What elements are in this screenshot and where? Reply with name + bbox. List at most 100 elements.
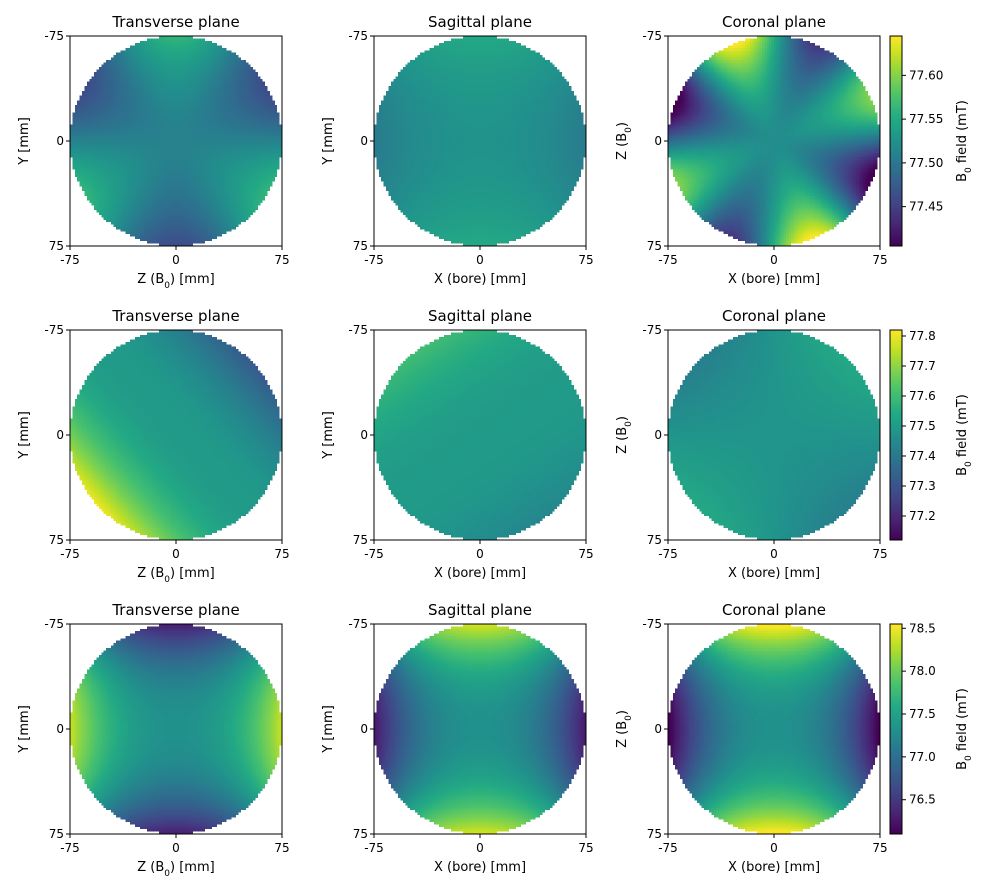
x-tick-label: 0 — [172, 841, 180, 855]
y-tick-label: 75 — [353, 533, 368, 547]
y-axis-label: Y [mm] — [17, 411, 32, 460]
y-tick-label: 0 — [56, 428, 64, 442]
heatmap-image — [374, 36, 586, 246]
x-tick-label: -75 — [60, 253, 80, 267]
colorbar-tick-label: 78.5 — [909, 621, 936, 635]
colorbar-strip — [889, 329, 903, 541]
y-tick-label: -75 — [44, 29, 64, 43]
plot-title: Sagittal plane — [428, 13, 532, 31]
colorbar-tick-label: 77.55 — [909, 112, 943, 126]
colorbar-label: B0 field (mT) — [955, 688, 974, 770]
y-tick-label: 75 — [353, 239, 368, 253]
y-axis-label: Z (B0) — [615, 416, 634, 454]
y-tick-label: -75 — [44, 617, 64, 631]
y-tick-label: -75 — [642, 323, 662, 337]
colorbar-tick-label: 77.45 — [909, 200, 943, 214]
colorbar-tick-label: 77.50 — [909, 156, 943, 170]
x-tick-label: 75 — [274, 841, 289, 855]
colorbar: 77.45 77.50 77.55 77.60 B0 field (mT) — [889, 35, 974, 247]
y-tick-label: 0 — [360, 722, 368, 736]
x-axis-label: X (bore) [mm] — [728, 860, 820, 875]
plot-title: Sagittal plane — [428, 307, 532, 325]
x-tick-label: 75 — [872, 841, 887, 855]
y-tick-label: 0 — [360, 428, 368, 442]
x-tick-label: 75 — [274, 253, 289, 267]
colorbar-tick-label: 77.7 — [909, 359, 936, 373]
colorbar-tick-label: 77.5 — [909, 419, 936, 433]
x-tick-label: -75 — [658, 253, 678, 267]
x-tick-label: 75 — [274, 547, 289, 561]
y-axis-label: Y [mm] — [321, 705, 336, 754]
x-tick-label: 0 — [172, 253, 180, 267]
y-tick-label: -75 — [642, 29, 662, 43]
x-axis-label: X (bore) [mm] — [728, 566, 820, 581]
y-tick-label: 75 — [647, 239, 662, 253]
colorbar-label: B0 field (mT) — [955, 100, 974, 182]
y-tick-label: 0 — [56, 722, 64, 736]
colorbar-label: B0 field (mT) — [955, 394, 974, 476]
y-tick-label: 75 — [647, 533, 662, 547]
colorbar-tick-label: 77.5 — [909, 707, 936, 721]
y-tick-label: 0 — [654, 428, 662, 442]
x-axis-label: Z (B0) [mm] — [137, 860, 214, 879]
y-tick-label: -75 — [44, 323, 64, 337]
heatmap-image — [668, 624, 880, 834]
plot-title: Transverse plane — [111, 601, 239, 619]
heatmap-image — [374, 330, 586, 540]
x-tick-label: 75 — [872, 547, 887, 561]
colorbar-strip — [889, 623, 903, 835]
x-axis-label: Z (B0) [mm] — [137, 566, 214, 585]
y-tick-label: 75 — [49, 827, 64, 841]
y-tick-label: -75 — [348, 617, 368, 631]
y-tick-label: 0 — [654, 722, 662, 736]
y-tick-label: -75 — [642, 617, 662, 631]
x-tick-label: 0 — [172, 547, 180, 561]
x-tick-label: -75 — [658, 841, 678, 855]
y-tick-label: 75 — [49, 239, 64, 253]
y-tick-label: 0 — [56, 134, 64, 148]
x-axis-label: Z (B0) [mm] — [137, 272, 214, 291]
y-axis-label: Z (B0) — [615, 122, 634, 160]
colorbar-tick-label: 77.60 — [909, 68, 943, 82]
y-tick-label: 75 — [353, 827, 368, 841]
x-axis-label: X (bore) [mm] — [434, 566, 526, 581]
x-tick-label: 0 — [770, 841, 778, 855]
y-tick-label: 75 — [49, 533, 64, 547]
heatmap-image — [668, 36, 880, 246]
y-axis-label: Y [mm] — [321, 117, 336, 166]
x-tick-label: -75 — [60, 547, 80, 561]
colorbar-strip — [889, 35, 903, 247]
plot-title: Coronal plane — [722, 13, 826, 31]
x-tick-label: 75 — [872, 253, 887, 267]
x-axis-label: X (bore) [mm] — [434, 860, 526, 875]
heatmap-image — [70, 36, 282, 246]
y-tick-label: 0 — [654, 134, 662, 148]
x-axis-label: X (bore) [mm] — [728, 272, 820, 287]
y-tick-label: -75 — [348, 323, 368, 337]
plot-title: Sagittal plane — [428, 601, 532, 619]
x-tick-label: -75 — [658, 547, 678, 561]
y-tick-label: -75 — [348, 29, 368, 43]
plot-title: Coronal plane — [722, 307, 826, 325]
colorbar-tick-label: 76.5 — [909, 793, 936, 807]
plot-title: Transverse plane — [111, 13, 239, 31]
x-tick-label: -75 — [60, 841, 80, 855]
x-tick-label: 0 — [476, 547, 484, 561]
colorbar-tick-label: 77.4 — [909, 449, 936, 463]
x-tick-label: -75 — [364, 253, 384, 267]
colorbar-tick-label: 77.8 — [909, 329, 936, 343]
colorbar-tick-label: 78.0 — [909, 664, 936, 678]
colorbar: 76.5 77.0 77.5 78.0 78.5 B0 field (mT) — [889, 621, 974, 835]
x-tick-label: 75 — [578, 547, 593, 561]
y-axis-label: Y [mm] — [321, 411, 336, 460]
